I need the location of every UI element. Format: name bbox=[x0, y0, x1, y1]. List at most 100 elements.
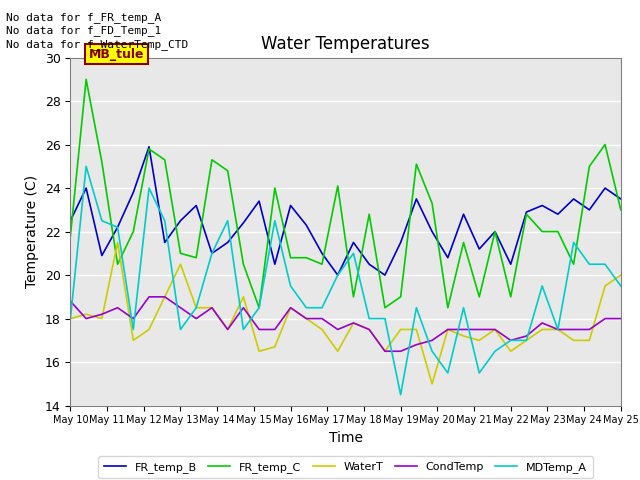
FR_temp_B bbox=[460, 211, 467, 217]
CondTemp bbox=[303, 316, 310, 322]
FR_temp_B bbox=[538, 203, 546, 208]
CondTemp bbox=[255, 326, 263, 332]
CondTemp bbox=[523, 333, 531, 339]
FR_temp_B bbox=[177, 218, 184, 224]
WaterT bbox=[365, 326, 373, 332]
FR_temp_B bbox=[255, 198, 263, 204]
FR_temp_B bbox=[83, 185, 90, 191]
FR_temp_B bbox=[271, 261, 278, 267]
CondTemp bbox=[444, 326, 452, 332]
FR_temp_B bbox=[67, 218, 74, 224]
WaterT bbox=[617, 272, 625, 278]
CondTemp bbox=[83, 316, 90, 322]
WaterT bbox=[476, 337, 483, 343]
WaterT bbox=[318, 326, 326, 332]
CondTemp bbox=[98, 312, 106, 317]
WaterT bbox=[538, 326, 546, 332]
CondTemp bbox=[334, 326, 342, 332]
MDTemp_A bbox=[586, 261, 593, 267]
FR_temp_C bbox=[460, 240, 467, 245]
FR_temp_C bbox=[381, 305, 388, 311]
FR_temp_C bbox=[523, 211, 531, 217]
FR_temp_B bbox=[444, 255, 452, 261]
CondTemp bbox=[413, 342, 420, 348]
WaterT bbox=[397, 326, 404, 332]
MDTemp_A bbox=[287, 283, 294, 289]
MDTemp_A bbox=[601, 261, 609, 267]
FR_temp_C bbox=[444, 305, 452, 311]
MDTemp_A bbox=[271, 218, 278, 224]
FR_temp_C bbox=[491, 229, 499, 235]
MDTemp_A bbox=[570, 240, 577, 245]
MDTemp_A bbox=[83, 164, 90, 169]
MDTemp_A bbox=[98, 218, 106, 224]
FR_temp_B bbox=[161, 240, 168, 245]
FR_temp_C bbox=[554, 229, 562, 235]
FR_temp_C bbox=[334, 183, 342, 189]
CondTemp bbox=[114, 305, 122, 311]
WaterT bbox=[145, 326, 153, 332]
FR_temp_B bbox=[507, 261, 515, 267]
CondTemp bbox=[208, 305, 216, 311]
MDTemp_A bbox=[365, 316, 373, 322]
FR_temp_C bbox=[428, 201, 436, 206]
Title: Water Temperatures: Water Temperatures bbox=[261, 35, 430, 53]
CondTemp bbox=[428, 337, 436, 343]
Line: CondTemp: CondTemp bbox=[70, 297, 621, 351]
MDTemp_A bbox=[129, 326, 137, 332]
CondTemp bbox=[271, 326, 278, 332]
MDTemp_A bbox=[224, 218, 232, 224]
FR_temp_C bbox=[365, 211, 373, 217]
MDTemp_A bbox=[507, 337, 515, 343]
FR_temp_C bbox=[318, 261, 326, 267]
FR_temp_B bbox=[428, 229, 436, 235]
WaterT bbox=[303, 316, 310, 322]
MDTemp_A bbox=[255, 305, 263, 311]
CondTemp bbox=[397, 348, 404, 354]
WaterT bbox=[193, 305, 200, 311]
FR_temp_C bbox=[397, 294, 404, 300]
MDTemp_A bbox=[413, 305, 420, 311]
WaterT bbox=[255, 348, 263, 354]
FR_temp_C bbox=[67, 233, 74, 239]
WaterT bbox=[554, 326, 562, 332]
FR_temp_C bbox=[224, 168, 232, 174]
WaterT bbox=[239, 294, 247, 300]
FR_temp_B bbox=[208, 251, 216, 256]
WaterT bbox=[271, 344, 278, 350]
WaterT bbox=[177, 261, 184, 267]
Line: FR_temp_B: FR_temp_B bbox=[70, 147, 621, 275]
FR_temp_B bbox=[476, 246, 483, 252]
FR_temp_B bbox=[334, 272, 342, 278]
MDTemp_A bbox=[114, 224, 122, 230]
MDTemp_A bbox=[491, 348, 499, 354]
MDTemp_A bbox=[523, 337, 531, 343]
CondTemp bbox=[491, 326, 499, 332]
CondTemp bbox=[476, 326, 483, 332]
CondTemp bbox=[460, 326, 467, 332]
FR_temp_B bbox=[523, 209, 531, 215]
FR_temp_B bbox=[397, 240, 404, 245]
MDTemp_A bbox=[239, 326, 247, 332]
CondTemp bbox=[145, 294, 153, 300]
Line: FR_temp_C: FR_temp_C bbox=[70, 79, 621, 308]
FR_temp_C bbox=[586, 164, 593, 169]
WaterT bbox=[491, 326, 499, 332]
MDTemp_A bbox=[444, 370, 452, 376]
MDTemp_A bbox=[177, 326, 184, 332]
FR_temp_B bbox=[491, 229, 499, 235]
CondTemp bbox=[177, 305, 184, 311]
WaterT bbox=[83, 312, 90, 317]
CondTemp bbox=[586, 326, 593, 332]
WaterT bbox=[98, 316, 106, 322]
FR_temp_B bbox=[381, 272, 388, 278]
CondTemp bbox=[554, 326, 562, 332]
WaterT bbox=[161, 294, 168, 300]
Text: No data for f_FR_temp_A: No data for f_FR_temp_A bbox=[6, 12, 162, 23]
MDTemp_A bbox=[617, 283, 625, 289]
FR_temp_C bbox=[161, 157, 168, 163]
FR_temp_C bbox=[208, 157, 216, 163]
MDTemp_A bbox=[67, 316, 74, 322]
FR_temp_B bbox=[303, 222, 310, 228]
FR_temp_C bbox=[83, 76, 90, 82]
